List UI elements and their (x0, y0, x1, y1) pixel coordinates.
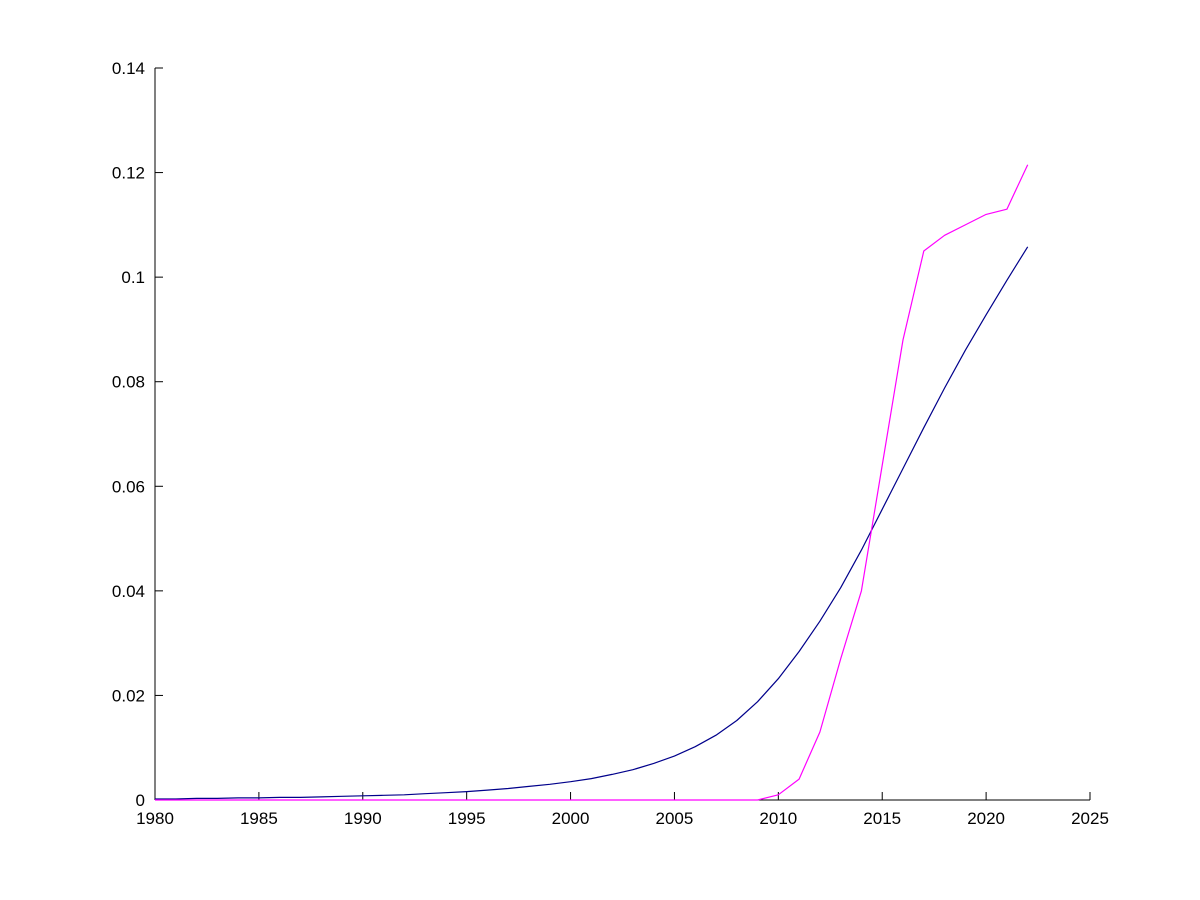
x-tick-label: 1990 (344, 809, 382, 828)
x-tick-label: 2005 (656, 809, 694, 828)
x-tick-label: 1985 (240, 809, 278, 828)
y-tick-label: 0 (136, 791, 145, 810)
x-tick-label: 2020 (967, 809, 1005, 828)
y-tick-label: 0.14 (112, 59, 145, 78)
y-tick-label: 0.04 (112, 582, 145, 601)
x-tick-label: 2025 (1071, 809, 1109, 828)
x-tick-label: 2010 (759, 809, 797, 828)
y-tick-label: 0.08 (112, 373, 145, 392)
x-tick-label: 2015 (863, 809, 901, 828)
y-tick-label: 0.06 (112, 477, 145, 496)
y-tick-label: 0.12 (112, 164, 145, 183)
y-tick-label: 0.1 (121, 268, 145, 287)
x-tick-label: 2000 (552, 809, 590, 828)
series-line-late-surge-series (155, 164, 1029, 801)
series-line-smooth-sigmoid-series (155, 246, 1029, 800)
x-tick-label: 1980 (136, 809, 174, 828)
y-tick-label: 0.02 (112, 686, 145, 705)
x-tick-label: 1995 (448, 809, 486, 828)
